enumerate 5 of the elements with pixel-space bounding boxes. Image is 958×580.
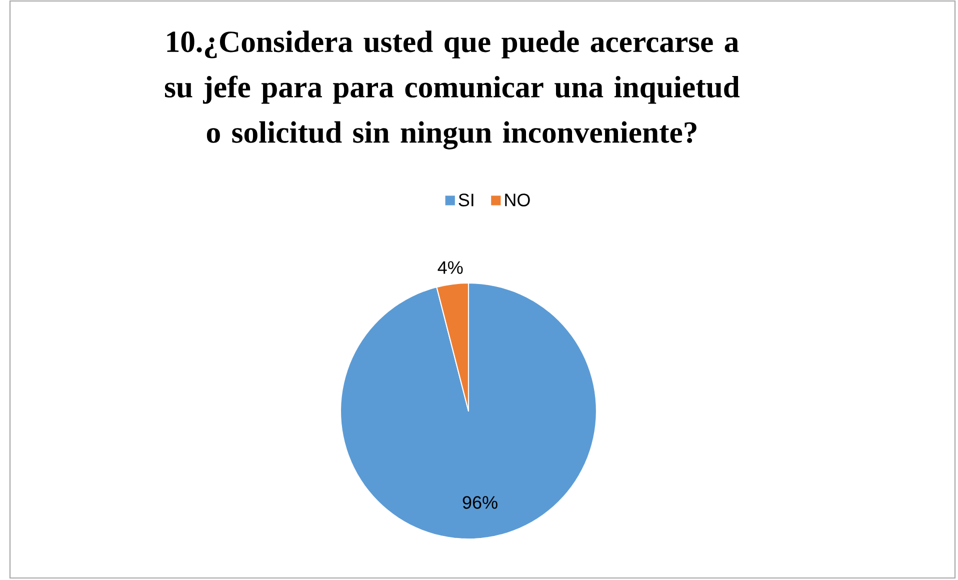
chart-title: 10.¿Considera usted que puede acercarse a su jefe para para comunicar una inquietud o solicitud sin ningun inconveniente? <box>164 30 740 150</box>
legend-label: SI <box>458 194 474 206</box>
legend-label: NO <box>505 194 530 206</box>
data-label: 4% <box>438 261 463 274</box>
data-label: 96% <box>462 496 498 509</box>
